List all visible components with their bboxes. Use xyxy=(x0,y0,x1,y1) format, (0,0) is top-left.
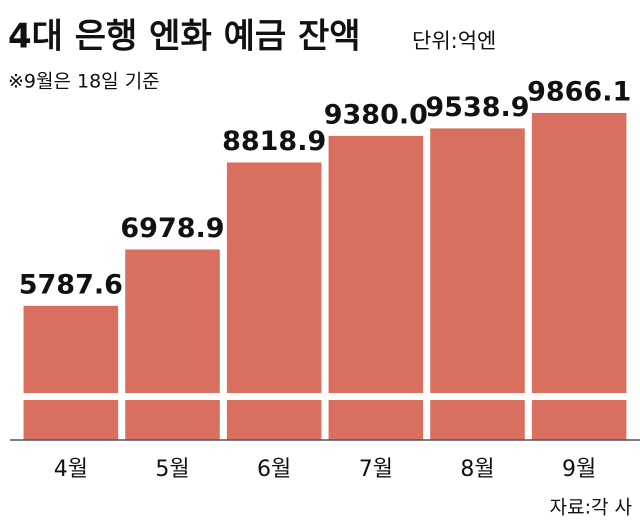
value-label: 9380.0 xyxy=(324,99,428,130)
value-label: 8818.9 xyxy=(222,126,326,157)
bar xyxy=(125,249,220,440)
bar xyxy=(328,135,424,441)
axis-break xyxy=(124,393,221,400)
axis-break xyxy=(429,393,526,400)
source: 자료:각 사 xyxy=(550,497,632,519)
note: ※9월은 18일 기준 xyxy=(8,71,160,93)
x-tick-label: 4월 xyxy=(54,457,88,482)
bar xyxy=(531,112,627,440)
bar xyxy=(23,305,119,440)
unit: 단위:억엔 xyxy=(412,29,496,53)
value-label: 6978.9 xyxy=(120,213,224,244)
axis-break xyxy=(328,393,424,400)
chart-title: 4대 은행 엔화 예금 잔액 xyxy=(8,17,361,57)
bar xyxy=(430,128,525,441)
value-label: 5787.6 xyxy=(19,269,123,300)
x-tick-label: 8월 xyxy=(460,457,494,482)
axis-break xyxy=(531,393,627,400)
x-tick-label: 5월 xyxy=(155,457,189,482)
x-tick-label: 9월 xyxy=(562,457,596,482)
value-label: 9538.9 xyxy=(425,92,529,123)
value-label: 9866.1 xyxy=(527,76,631,107)
x-tick-label: 7월 xyxy=(359,457,393,482)
x-tick-label: 6월 xyxy=(257,457,291,482)
axis-break xyxy=(226,393,322,400)
axis-break xyxy=(23,393,119,400)
